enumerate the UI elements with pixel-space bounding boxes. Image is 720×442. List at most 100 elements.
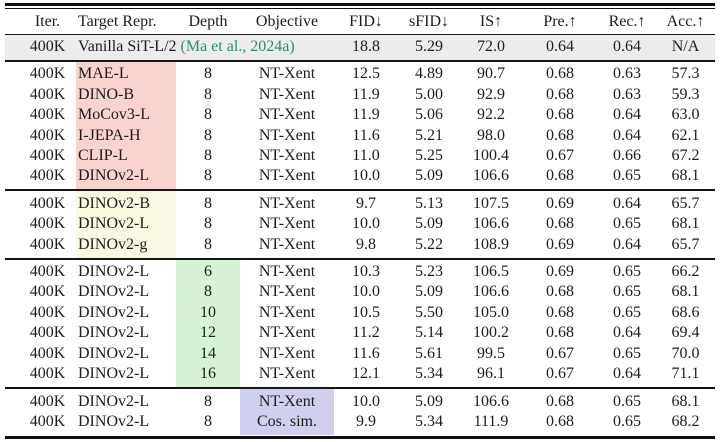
cell-acc: 68.1 (671, 167, 700, 185)
cell-acc: 71.1 (671, 365, 700, 383)
cell-rec: 0.65 (613, 215, 641, 233)
cell-fid: 12.5 (352, 65, 380, 83)
cell-rec: 0.65 (613, 344, 641, 362)
cell-iter: 400K (29, 412, 66, 430)
cell-iter: 400K (29, 215, 66, 233)
cell-target: DINOv2-L (78, 365, 150, 383)
cell-is: 106.6 (473, 283, 509, 301)
cell-depth: 14 (176, 343, 240, 365)
cell-sfid: 5.13 (415, 194, 443, 212)
column-header-iter: Iter. (5, 8, 76, 35)
cell-objective: NT-Xent (258, 263, 316, 281)
cell-pre: 0.68 (546, 85, 574, 103)
cell-sfid: 5.50 (415, 303, 443, 321)
table-row: 400K DINOv2-L 16 NT-Xent 12.1 5.34 96.1 0.67 0.6… (5, 364, 715, 388)
cell-fid: 9.7 (356, 194, 376, 212)
cell-depth: 8 (204, 167, 212, 185)
cell-rec: 0.64 (613, 194, 641, 212)
cell-objective: NT-Xent (258, 303, 316, 321)
cell-objective: NT-Xent (258, 147, 316, 165)
cell-is: 106.6 (473, 392, 509, 410)
cell-fid: 10.0 (352, 215, 380, 233)
cell-pre: 0.68 (546, 126, 574, 144)
cell-fid: 10.5 (352, 303, 380, 321)
cell-depth: 12 (176, 323, 240, 344)
cell-acc: 68.1 (671, 215, 700, 233)
citation-link[interactable]: (Ma et al., 2024a) (180, 38, 295, 55)
cell-objective: NT-Xent (258, 194, 316, 212)
table-section-alignment-depth: 400K DINOv2-L 6 NT-Xent 10.3 5.23 106.5 0.69 0.6… (5, 258, 715, 388)
cell-depth: 8 (204, 106, 212, 124)
cell-rec: 0.66 (613, 147, 641, 165)
cell-target: MAE-L (76, 60, 176, 85)
cell-acc: 65.7 (671, 235, 700, 253)
table-row: 400K DINOv2-L 8 Cos. sim. 9.9 5.34 111.9 0.68 0.… (5, 411, 715, 435)
cell-depth: 10 (176, 302, 240, 324)
table-row: 400K DINOv2-L 8 NT-Xent 10.0 5.09 106.6 0.68 0.6… (5, 388, 715, 412)
cell-fid: 10.0 (352, 167, 380, 185)
cell-is: 92.2 (477, 106, 505, 124)
cell-pre: 0.68 (546, 283, 574, 301)
column-header-objective: Objective (240, 8, 334, 35)
cell-target: DINOv2-L (78, 283, 150, 301)
cell-sfid: 5.29 (415, 38, 443, 55)
cell-iter: 400K (29, 126, 66, 144)
table-row: 400K CLIP-L 8 NT-Xent 11.0 5.25 100.4 0.67 0.66 6… (5, 146, 715, 167)
cell-acc: N/A (671, 38, 700, 55)
model-name: Vanilla SiT-L/2 (78, 38, 181, 55)
cell-objective: NT-Xent (258, 126, 316, 144)
cell-rec: 0.63 (613, 85, 641, 103)
cell-acc: 62.1 (671, 126, 700, 144)
cell-depth: 8 (204, 215, 212, 233)
cell-depth: 8 (204, 235, 212, 253)
cell-fid: 18.8 (352, 38, 380, 55)
cell-iter: 400K (29, 147, 66, 165)
cell-sfid: 5.22 (415, 235, 443, 253)
cell-iter: 400K (29, 365, 66, 383)
cell-target: DINOv2-L (76, 214, 176, 235)
cell-objective: NT-Xent (258, 167, 316, 185)
cell-is: 98.0 (477, 126, 505, 144)
cell-is: 106.5 (473, 263, 509, 281)
cell-pre: 0.68 (546, 106, 574, 124)
cell-pre: 0.68 (546, 303, 574, 321)
cell-target: CLIP-L (76, 146, 176, 167)
cell-sfid: 5.14 (415, 324, 443, 342)
cell-rec: 0.65 (613, 167, 641, 185)
cell-acc: 68.1 (671, 392, 700, 410)
table-row: 400K DINOv2-g 8 NT-Xent 9.8 5.22 108.9 0.69 0.64… (5, 234, 715, 259)
cell-fid: 11.6 (352, 126, 380, 144)
cell-target: DINOv2-L (78, 392, 150, 410)
table-row: 400K DINOv2-L 8 NT-Xent 10.0 5.09 106.6 0.68 0.6… (5, 282, 715, 303)
cell-iter: 400K (29, 167, 66, 185)
cell-is: 99.5 (477, 344, 505, 362)
cell-fid: 10.0 (352, 392, 380, 410)
cell-rec: 0.65 (613, 303, 641, 321)
cell-fid: 9.8 (356, 235, 376, 253)
cell-sfid: 5.09 (415, 392, 443, 410)
cell-target: I-JEPA-H (76, 125, 176, 147)
cell-pre: 0.67 (546, 365, 574, 383)
cell-objective: NT-Xent (258, 65, 316, 83)
table-row: 400K DINOv2-L 8 NT-Xent 10.0 5.09 106.6 0.68 0.6… (5, 214, 715, 235)
cell-iter: 400K (29, 344, 66, 362)
cell-rec: 0.64 (613, 324, 641, 342)
cell-objective: Cos. sim. (240, 411, 334, 435)
cell-target: MoCov3-L (76, 105, 176, 126)
cell-sfid: 5.00 (415, 85, 443, 103)
cell-is: 106.6 (473, 215, 509, 233)
cell-is: 100.4 (473, 147, 509, 165)
table-row: 400K MAE-L 8 NT-Xent 12.5 4.89 90.7 0.68 0.63 57.… (5, 60, 715, 85)
table-row: 400K DINO-B 8 NT-Xent 11.9 5.00 92.9 0.68 0.63 59… (5, 84, 715, 106)
cell-depth: 8 (204, 85, 212, 103)
cell-acc: 65.7 (671, 194, 700, 212)
cell-iter: 400K (29, 324, 66, 342)
bottom-rule-heavy (5, 436, 715, 440)
cell-pre: 0.68 (546, 215, 574, 233)
cell-pre: 0.69 (546, 235, 574, 253)
cell-depth: 8 (204, 412, 212, 430)
cell-iter: 400K (29, 263, 66, 281)
cell-acc: 57.3 (671, 65, 700, 83)
cell-objective: NT-Xent (258, 85, 316, 103)
cell-acc: 66.2 (671, 263, 700, 281)
